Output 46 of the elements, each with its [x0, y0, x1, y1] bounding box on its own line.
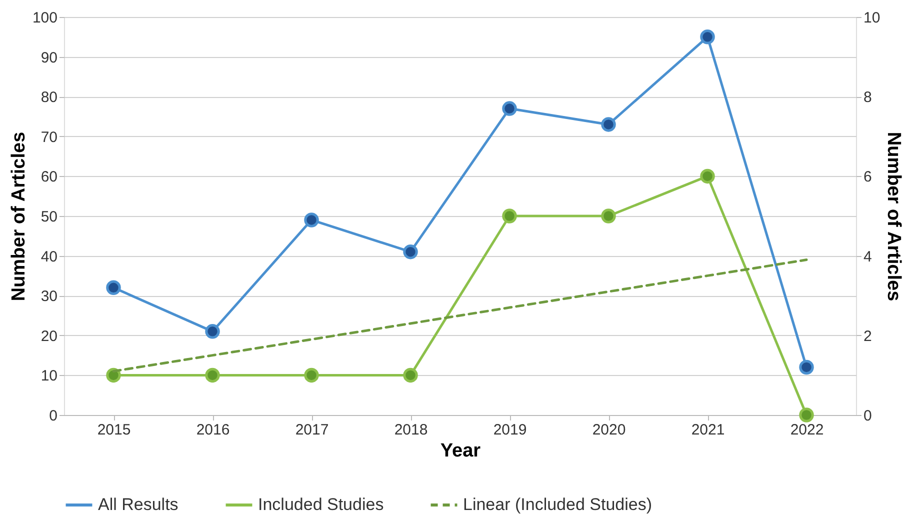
y2-tick-label: 10: [864, 10, 880, 26]
y-tick-label: 30: [40, 288, 58, 306]
x-tick-label: 2018: [394, 422, 428, 438]
point: [304, 212, 319, 228]
x-tick-label: 2021: [691, 422, 725, 438]
y2-tick-label: 2: [864, 328, 872, 345]
point: [403, 244, 418, 260]
x-tick-label: 2017: [295, 422, 329, 438]
y-tick-label: 60: [40, 168, 58, 186]
point: [601, 208, 616, 224]
y-tick-label: 0: [49, 408, 58, 424]
x-axis-title: Year: [440, 440, 482, 462]
legend-label: Linear (Included Studies): [463, 495, 652, 514]
point: [799, 408, 814, 422]
point: [799, 360, 814, 375]
y-tick-label: 10: [40, 368, 58, 385]
x-tick-label: 2022: [790, 422, 824, 438]
point: [601, 117, 616, 132]
y-axis-title: Number of Articles: [8, 132, 30, 302]
x-tick-label: 2019: [493, 422, 527, 438]
point: [700, 168, 715, 184]
point: [502, 101, 517, 116]
point: [205, 368, 220, 383]
point: [700, 30, 715, 44]
y-tick-label: 80: [40, 89, 58, 106]
legend-label: All Results: [98, 495, 178, 514]
y2-tick-label: 6: [864, 168, 872, 186]
y-tick-label: 100: [32, 10, 58, 26]
y2-tick-label: 8: [864, 89, 872, 106]
y2-tick-label: 4: [864, 248, 872, 266]
legend-label: Included Studies: [258, 495, 384, 514]
y-tick-label: 40: [40, 248, 58, 266]
y2-tick-label: 0: [864, 408, 872, 424]
point: [304, 368, 319, 383]
x-tick-label: 2015: [97, 422, 131, 438]
x-tick-label: 2020: [592, 422, 626, 438]
y-tick-label: 20: [40, 328, 58, 345]
y-tick-label: 50: [40, 208, 58, 226]
y-tick-label: 70: [40, 128, 58, 146]
point: [403, 368, 418, 383]
point: [502, 208, 517, 224]
y-tick-label: 90: [40, 49, 58, 66]
x-tick-label: 2016: [196, 422, 230, 438]
y2-axis-title: Number of Articles: [883, 132, 904, 302]
point: [205, 324, 220, 339]
point: [106, 280, 121, 295]
